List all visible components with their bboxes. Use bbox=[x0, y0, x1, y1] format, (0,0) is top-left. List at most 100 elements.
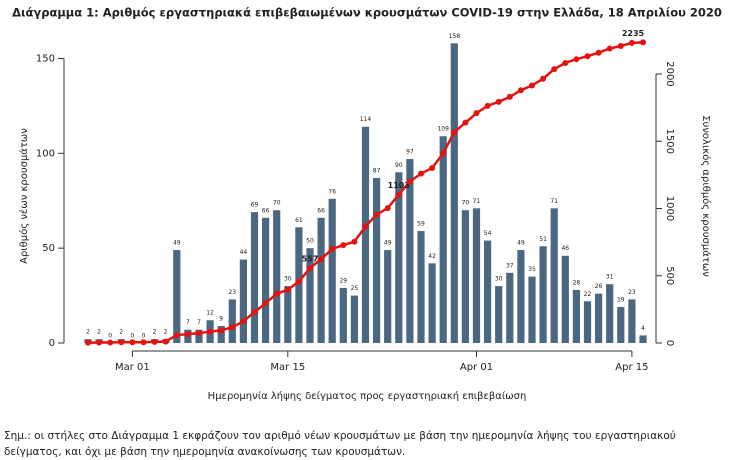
bar bbox=[572, 289, 580, 343]
bar-label: 49 bbox=[173, 240, 181, 247]
line-point bbox=[107, 339, 114, 346]
bar bbox=[428, 263, 436, 343]
bar-label: 70 bbox=[462, 200, 470, 207]
bar-label: 76 bbox=[328, 188, 336, 195]
bar bbox=[439, 136, 447, 343]
bar-label: 49 bbox=[384, 240, 392, 247]
bar-label: 23 bbox=[228, 289, 236, 296]
y-tick-label: 50 bbox=[42, 243, 55, 254]
bar-label: 54 bbox=[484, 230, 492, 237]
chart: Διάγραμμα 1: Αριθμός εργαστηριακά επιβεβ… bbox=[12, 6, 722, 403]
x-tick-label: Mar 01 bbox=[115, 362, 150, 373]
line-point bbox=[151, 338, 158, 345]
bar bbox=[350, 295, 358, 343]
line-point bbox=[617, 43, 624, 50]
line-point bbox=[307, 265, 313, 272]
line-point bbox=[473, 110, 480, 117]
line-point bbox=[451, 129, 458, 136]
x-axis-label: Ημερομηνία λήψης δείγματος προς εργαστηρ… bbox=[208, 390, 527, 402]
bar-label: 71 bbox=[550, 198, 558, 205]
y2-tick-label: 1000 bbox=[664, 196, 675, 221]
line-point bbox=[173, 332, 180, 339]
line-point bbox=[85, 339, 91, 346]
bar bbox=[550, 208, 558, 343]
bar-label: 87 bbox=[373, 167, 381, 174]
bar bbox=[262, 217, 270, 343]
bar-label: 66 bbox=[317, 207, 325, 214]
line-point bbox=[273, 290, 280, 297]
bar bbox=[628, 299, 636, 343]
line-point bbox=[262, 300, 269, 307]
bar bbox=[495, 286, 503, 343]
bar-label: 90 bbox=[395, 162, 403, 169]
bar bbox=[450, 43, 458, 344]
bar-label: 114 bbox=[360, 116, 372, 123]
line-point bbox=[462, 119, 469, 126]
line-point bbox=[162, 338, 169, 345]
bar-label: 2 bbox=[119, 329, 123, 336]
line-point bbox=[196, 330, 202, 337]
bar-label: 28 bbox=[573, 279, 581, 286]
y-tick-label: 150 bbox=[36, 53, 55, 64]
bar bbox=[195, 329, 203, 343]
bar-label: 46 bbox=[561, 245, 569, 252]
line-point bbox=[562, 59, 569, 66]
bar-label: 29 bbox=[339, 277, 347, 284]
line-point bbox=[351, 238, 358, 245]
bar-label: 37 bbox=[506, 262, 514, 269]
line-point bbox=[373, 211, 380, 218]
line-point bbox=[284, 286, 291, 293]
bar bbox=[295, 227, 303, 343]
bar-label: 26 bbox=[595, 283, 603, 290]
bar-label: 25 bbox=[351, 285, 359, 292]
line-point bbox=[218, 327, 225, 334]
bar bbox=[228, 299, 236, 343]
bar-label: 12 bbox=[206, 310, 214, 317]
bar-label: 61 bbox=[295, 217, 303, 224]
line-point bbox=[440, 150, 447, 157]
line-point bbox=[207, 328, 214, 335]
line-point bbox=[418, 170, 424, 177]
line-point bbox=[429, 165, 436, 172]
bar bbox=[373, 177, 381, 343]
line-point bbox=[484, 102, 491, 109]
line-label: 2235 bbox=[622, 29, 645, 38]
x-tick-label: Mar 15 bbox=[270, 362, 305, 373]
line-point bbox=[184, 331, 191, 338]
bar-label: 30 bbox=[284, 276, 292, 283]
bar bbox=[461, 210, 469, 343]
bar-label: 30 bbox=[495, 276, 503, 283]
bar bbox=[506, 272, 514, 343]
bar bbox=[217, 325, 225, 343]
bar-label: 23 bbox=[628, 289, 636, 296]
bar-label: 0 bbox=[108, 333, 112, 340]
x-tick-label: Apr 15 bbox=[615, 362, 648, 373]
y2-axis-label: Συνολικός αριθμός κρουσμάτων bbox=[700, 115, 712, 277]
bar bbox=[306, 248, 314, 343]
chart-title: Διάγραμμα 1: Αριθμός εργαστηριακά επιβεβ… bbox=[12, 6, 722, 20]
bar-label: 22 bbox=[584, 291, 592, 298]
line-point bbox=[551, 66, 558, 73]
bar-label: 0 bbox=[130, 333, 134, 340]
line-point bbox=[495, 98, 502, 105]
line-point bbox=[640, 39, 646, 46]
bar bbox=[328, 198, 336, 343]
line-point bbox=[606, 45, 613, 52]
bar bbox=[606, 284, 614, 343]
bar bbox=[317, 217, 325, 343]
bar bbox=[273, 210, 281, 343]
bar-label: 51 bbox=[539, 236, 547, 243]
bar bbox=[561, 255, 569, 343]
line-point bbox=[517, 87, 524, 94]
y2-tick-label: 500 bbox=[664, 266, 675, 285]
bar-label: 42 bbox=[428, 253, 436, 260]
bar bbox=[639, 335, 647, 343]
line-label: 557 bbox=[302, 255, 319, 264]
y-tick-label: 0 bbox=[49, 338, 55, 349]
bar bbox=[595, 293, 603, 343]
note: Σημ.: οι στήλες στο Διάγραμμα 1 εκφράζου… bbox=[4, 430, 676, 458]
bar-label: 59 bbox=[417, 221, 425, 228]
y2-tick-label: 2000 bbox=[664, 61, 675, 86]
bar-label: 97 bbox=[406, 148, 414, 155]
bar-label: 19 bbox=[617, 296, 625, 303]
